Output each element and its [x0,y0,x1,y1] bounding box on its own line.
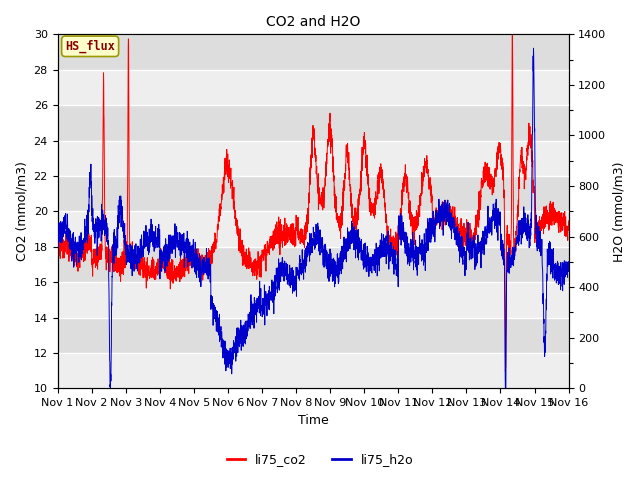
li75_co2 [509,32,516,37]
Bar [58,247,568,282]
Text: HS_flux: HS_flux [65,40,115,53]
li75_h2o [112,244,120,250]
li75_h2o [106,385,114,391]
li75_co2 [500,173,508,179]
li75_co2 [112,267,120,273]
Bar [58,282,568,318]
Y-axis label: H2O (mmol/m3): H2O (mmol/m3) [612,161,625,262]
li75_co2 [555,229,563,235]
li75_co2 [54,249,61,254]
Bar [58,70,568,105]
li75_h2o [500,256,508,262]
Title: CO2 and H2O: CO2 and H2O [266,15,360,29]
li75_h2o [555,264,563,270]
X-axis label: Time: Time [298,414,328,427]
Bar [58,105,568,141]
Legend: li75_co2, li75_h2o: li75_co2, li75_h2o [221,448,419,471]
Line: li75_h2o: li75_h2o [58,48,568,388]
Y-axis label: CO2 (mmol/m3): CO2 (mmol/m3) [15,161,28,261]
li75_h2o [143,238,150,244]
Bar [58,353,568,388]
li75_co2 [272,236,280,241]
Bar [58,35,568,70]
Bar [58,211,568,247]
li75_h2o [564,260,572,266]
Bar [58,141,568,176]
Bar [58,176,568,211]
Bar [58,318,568,353]
li75_h2o [272,286,280,292]
li75_h2o [530,45,538,51]
Line: li75_co2: li75_co2 [58,35,568,371]
li75_co2 [564,218,572,224]
li75_co2 [502,368,509,374]
li75_h2o [250,312,257,318]
li75_co2 [142,275,150,280]
li75_co2 [250,268,257,274]
li75_h2o [54,232,61,238]
